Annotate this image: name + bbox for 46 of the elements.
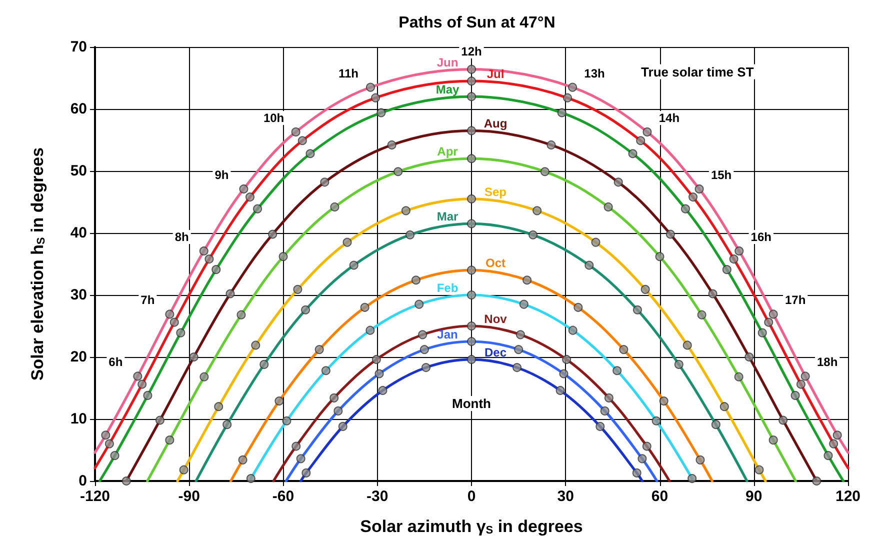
annotation: True solar time ST (641, 64, 754, 80)
x-tick-label: 0 (467, 488, 476, 505)
y-tick-label: 30 (70, 286, 87, 304)
annotation: 12h (461, 44, 482, 58)
x-tick-label: 120 (835, 488, 861, 505)
series-label: Feb (436, 281, 458, 295)
y-axis-title: Solar elevation hS in degrees (28, 147, 48, 381)
annotation: 11h (338, 66, 358, 80)
annotation: 9h (214, 168, 229, 182)
y-tick-label: 70 (70, 38, 87, 56)
y-tick-label: 40 (70, 224, 87, 242)
x-tick-label: -120 (80, 488, 110, 505)
x-tick-label: -90 (178, 488, 200, 505)
y-tick-label: 50 (70, 162, 87, 180)
annotation: 6h (108, 355, 123, 370)
annotation: 16h (750, 230, 772, 244)
chart-title: Paths of Sun at 47°N (398, 14, 556, 32)
annotation: 7h (140, 293, 155, 308)
series-label: Jun (436, 55, 458, 70)
x-tick-label: -30 (366, 488, 388, 505)
series-label: Mar (436, 210, 458, 224)
x-tick-label: 30 (557, 488, 574, 505)
series-label: Apr (437, 144, 458, 159)
series-label: Nov (484, 312, 508, 326)
annotation: 14h (658, 110, 680, 125)
y-tick-label: 20 (70, 348, 87, 366)
series-label: Sep (484, 184, 507, 199)
series-label: Jan (437, 328, 458, 342)
y-tick-label: 0 (78, 472, 87, 490)
series-label: Aug (484, 116, 508, 131)
series-label: Dec (484, 345, 507, 360)
series-label: Oct (485, 256, 506, 270)
annotation: 13h (584, 66, 605, 80)
series-label: Jul (486, 67, 504, 82)
series-label: May (436, 82, 460, 97)
annotation: 18h (816, 355, 838, 370)
annotation: 8h (174, 230, 189, 244)
annotation: Month (452, 396, 492, 411)
annotation: 17h (784, 293, 806, 308)
x-tick-label: 90 (746, 488, 762, 505)
y-tick-label: 60 (70, 100, 87, 118)
y-tick-label: 10 (70, 410, 87, 428)
annotation: 15h (710, 168, 732, 182)
x-tick-label: 60 (651, 488, 668, 505)
x-tick-label: -60 (272, 488, 294, 505)
annotation: 10h (263, 110, 284, 125)
